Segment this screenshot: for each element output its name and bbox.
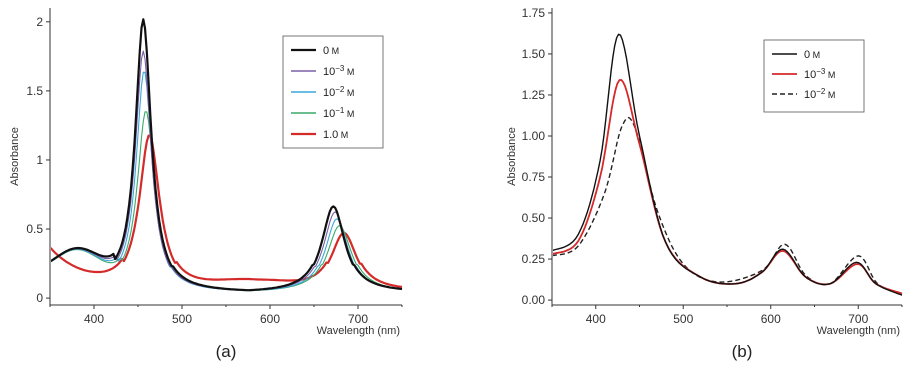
y-tick-label: 1.25	[522, 88, 546, 102]
y-tick-label: 0.25	[522, 252, 546, 266]
series-line	[51, 18, 403, 292]
y-tick-label: 1.5	[26, 84, 43, 98]
y-tick-label: 0	[36, 291, 43, 305]
y-tick-label: 1.50	[522, 47, 546, 61]
x-tick-label: 500	[172, 312, 192, 326]
series-line	[51, 134, 403, 289]
legend-label: 10−3 M	[323, 64, 354, 78]
x-tick-label: 700	[848, 312, 868, 326]
x-tick-label: 700	[348, 312, 368, 326]
x-axis-label: Wavelength (nm)	[317, 325, 400, 337]
y-tick-label: 0.00	[522, 293, 546, 307]
x-axis-label: Wavelength (nm)	[817, 325, 900, 337]
chart-panel-b: 400 500 600 700 0.00 0.25 0.50 0.75 1.00 1.25 1.50…	[506, 6, 903, 361]
y-tick-label: 0.50	[522, 211, 546, 225]
y-axis-label: Absorbance	[506, 127, 518, 186]
legend-label: 10−2 M	[323, 85, 354, 99]
legend-label: 0 M	[323, 45, 339, 57]
legend: 0 M 10−3 M 10−2 M 10−1 M 1.0 M	[282, 35, 384, 149]
y-axis-label: Absorbance	[9, 127, 21, 186]
series-line	[553, 33, 903, 296]
legend-label: 10−3 M	[804, 67, 835, 81]
legend-label: 1.0 M	[323, 129, 348, 141]
x-tick-label: 500	[673, 312, 693, 326]
legend-box	[763, 39, 865, 113]
x-tick-label: 600	[761, 312, 781, 326]
series-line	[553, 116, 903, 295]
panel-caption: (b)	[732, 342, 753, 361]
legend-label: 0 M	[804, 49, 820, 61]
y-tick-label: 1.00	[522, 129, 546, 143]
chart-panel-a: 400 500 600 700 0 0.5 1 1.5 2 Absorbance Wavelengt…	[9, 8, 403, 361]
y-tick-label: 0.5	[26, 222, 43, 236]
x-tick-label: 400	[586, 312, 606, 326]
legend: 0 M 10−3 M 10−2 M	[763, 39, 865, 113]
y-tick-label: 0.75	[522, 170, 546, 184]
x-tick-label: 400	[84, 312, 104, 326]
panel-caption: (a)	[216, 342, 237, 361]
y-tick-label: 1	[36, 153, 43, 167]
legend-label: 10−2 M	[804, 87, 835, 101]
legend-label: 10−1 M	[323, 106, 354, 120]
y-tick-label: 2	[36, 15, 43, 29]
x-tick-label: 600	[260, 312, 280, 326]
y-tick-label: 1.75	[522, 6, 546, 20]
